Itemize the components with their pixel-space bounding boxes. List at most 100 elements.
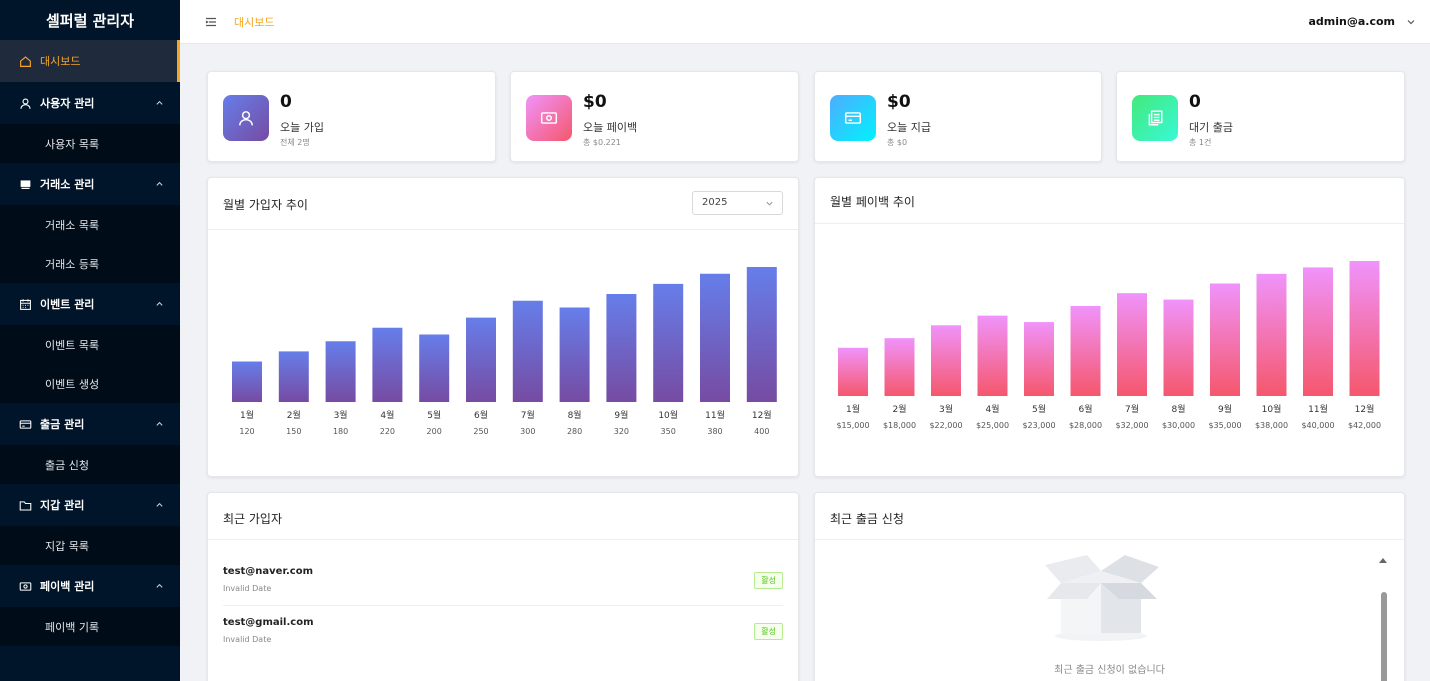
bar-category-label: 4월 [985, 403, 999, 415]
menu-event-management[interactable]: 이벤트 관리 [0, 283, 180, 325]
menu-exchange-list[interactable]: 거래소 목록 [45, 218, 100, 232]
submenu-user: 사용자 목록 [0, 124, 180, 163]
stat-label: 오늘 지급 [887, 121, 931, 134]
bar-category-label: 8월 [1171, 403, 1185, 415]
stat-label: 오늘 페이백 [583, 121, 638, 134]
bar-3[interactable] [931, 325, 961, 396]
sidebar: 셀퍼럴 관리자 대시보드 사용자 관리 사용자 목록 거래소 관리 거래소 목록… [0, 0, 180, 681]
bar-12[interactable] [746, 267, 777, 402]
menu-user-list[interactable]: 사용자 목록 [45, 137, 100, 151]
bar-value-label: 280 [567, 427, 582, 436]
home-icon [18, 54, 32, 68]
chevron-down-icon[interactable] [1406, 17, 1416, 27]
bar-value-label: 380 [707, 427, 722, 436]
bar-7[interactable] [1117, 293, 1147, 396]
card-divider [815, 539, 1404, 540]
stat-icon-bg [526, 95, 572, 141]
bar-4[interactable] [977, 315, 1008, 396]
bar-10[interactable] [653, 283, 684, 402]
bar-value-label: $35,000 [1208, 421, 1241, 430]
bar-value-label: $28,000 [1069, 421, 1102, 430]
scroll-up-arrow[interactable] [1379, 558, 1387, 563]
menu-wallet-list[interactable]: 지갑 목록 [45, 539, 89, 553]
stat-card-today-payback: $0 오늘 페이백 총 $0.221 [510, 71, 799, 162]
bar-1[interactable] [838, 347, 868, 396]
menu-exchange-management[interactable]: 거래소 관리 [0, 163, 180, 205]
bar-9[interactable] [606, 294, 637, 402]
breadcrumb[interactable]: 대시보드 [234, 15, 275, 29]
money-icon [18, 579, 32, 593]
menu-event-list[interactable]: 이벤트 목록 [45, 338, 100, 352]
bar-7[interactable] [512, 300, 543, 402]
menu-withdrawal-request[interactable]: 출금 신청 [45, 458, 89, 472]
user-email: test@naver.com [223, 566, 313, 577]
bar-10[interactable] [1256, 273, 1287, 396]
bar-value-label: 180 [333, 427, 348, 436]
bar-4[interactable] [372, 327, 403, 402]
bar-value-label: 350 [661, 427, 676, 436]
year-select[interactable]: 2025 [692, 191, 783, 215]
bar-category-label: 8월 [568, 409, 582, 421]
stat-value: 0 [1189, 92, 1201, 112]
bar-8[interactable] [559, 307, 590, 403]
copy-icon [1148, 110, 1163, 126]
bar-11[interactable] [700, 273, 730, 402]
submenu-wallet: 지갑 목록 [0, 526, 180, 565]
list-item[interactable]: test@naver.com Invalid Date 활성 [223, 560, 783, 610]
user-menu[interactable]: admin@a.com [1308, 15, 1395, 28]
bar-category-label: 10월 [658, 409, 678, 421]
bar-6[interactable] [1070, 306, 1101, 396]
menu-wallet-management[interactable]: 지갑 관리 [0, 484, 180, 526]
bar-category-label: 5월 [1032, 403, 1046, 415]
bar-value-label: 400 [754, 427, 769, 436]
menu-toggle-icon[interactable] [204, 15, 218, 29]
user-icon [18, 96, 32, 110]
menu-payback-management[interactable]: 페이백 관리 [0, 565, 180, 607]
bar-value-label: $18,000 [883, 421, 916, 430]
stat-sub: 총 $0 [887, 138, 908, 147]
bar-category-label: 12월 [1355, 403, 1375, 415]
user-icon [239, 111, 253, 126]
scrollbar-thumb[interactable] [1381, 592, 1387, 681]
empty-box-icon [1045, 555, 1159, 641]
bar-category-label: 1월 [846, 403, 860, 415]
bar-value-label: 150 [286, 427, 301, 436]
signup-chart-card: 월별 가입자 추이 2025 1월 120 2월 150 3월 180 4월 220 5월 200… [207, 177, 799, 477]
payback-chart-title: 월별 페이백 추이 [830, 195, 915, 209]
bar-9[interactable] [1210, 283, 1240, 397]
bar-3[interactable] [325, 341, 356, 402]
row-divider [223, 605, 783, 606]
menu-payback-history[interactable]: 페이백 기록 [45, 620, 100, 634]
bar-value-label: $30,000 [1162, 421, 1195, 430]
bar-2[interactable] [884, 338, 915, 396]
chevron-up-icon [156, 502, 163, 507]
bar-5[interactable] [1024, 322, 1054, 396]
bar-12[interactable] [1349, 261, 1380, 396]
submenu-event: 이벤트 목록 이벤트 생성 [0, 325, 180, 403]
menu-withdrawal-management[interactable]: 출금 관리 [0, 403, 180, 445]
chevron-up-icon [156, 181, 163, 186]
menu-dashboard[interactable]: 대시보드 [0, 40, 180, 82]
status-badge: 활성 [754, 572, 783, 589]
bar-value-label: 200 [427, 427, 442, 436]
bar-8[interactable] [1163, 299, 1194, 396]
payback-bar-chart: 1월 $15,000 2월 $18,000 3월 $22,000 4월 $25,000 5월 $2… [836, 261, 1381, 430]
stat-sub: 총 $0.221 [583, 138, 621, 147]
bar-category-label: 2월 [287, 409, 301, 421]
stat-label: 오늘 가입 [280, 121, 324, 134]
menu-user-management[interactable]: 사용자 관리 [0, 82, 180, 124]
menu-exchange-register[interactable]: 거래소 등록 [45, 257, 100, 271]
money-icon [540, 112, 558, 124]
bar-6[interactable] [466, 317, 496, 402]
stat-sub: 총 1건 [1189, 138, 1212, 147]
bar-2[interactable] [278, 351, 309, 402]
menu-event-create[interactable]: 이벤트 생성 [45, 377, 100, 391]
shop-icon [18, 177, 32, 191]
bar-5[interactable] [419, 334, 450, 403]
list-item[interactable]: test@gmail.com Invalid Date 활성 [223, 611, 783, 661]
bar-1[interactable] [232, 361, 262, 403]
bar-value-label: 220 [380, 427, 395, 436]
bar-value-label: $15,000 [836, 421, 869, 430]
bar-11[interactable] [1303, 267, 1333, 396]
bar-category-label: 3월 [334, 409, 348, 421]
